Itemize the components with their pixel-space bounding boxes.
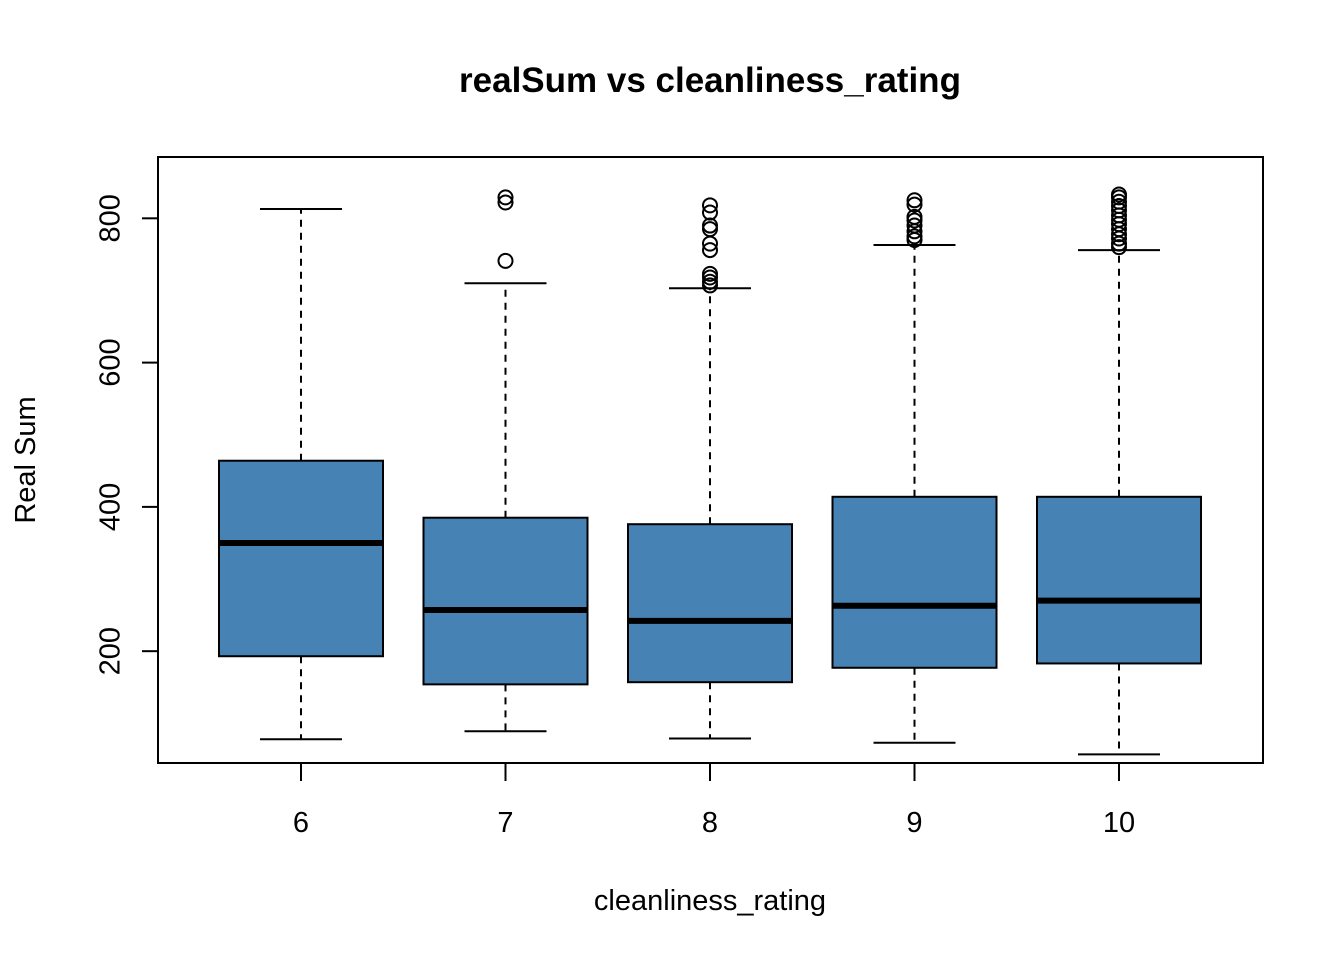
x-tick-label: 7 bbox=[497, 807, 513, 839]
outlier-point bbox=[906, 228, 923, 245]
x-tick-label: 8 bbox=[702, 807, 718, 839]
iqr-box bbox=[218, 459, 384, 658]
y-tick-label: 200 bbox=[95, 627, 127, 675]
chart-title: realSum vs cleanliness_rating bbox=[459, 61, 961, 100]
iqr-box bbox=[1036, 495, 1202, 665]
outlier-point bbox=[702, 217, 718, 234]
outlier-point bbox=[906, 196, 923, 213]
x-tick-label: 10 bbox=[1103, 807, 1135, 839]
x-tick-label: 9 bbox=[906, 807, 922, 839]
x-tick-label: 6 bbox=[293, 807, 309, 839]
box-6 bbox=[218, 207, 384, 741]
x-axis: 6 7 8 9 10 bbox=[293, 763, 1135, 839]
y-axis: 200 400 600 800 bbox=[95, 194, 159, 675]
y-axis-label: Real Sum bbox=[10, 396, 42, 523]
outlier-point bbox=[906, 217, 923, 234]
outlier-point bbox=[702, 273, 718, 290]
outlier-point bbox=[702, 242, 718, 259]
outlier-point bbox=[1111, 198, 1127, 215]
iqr-box bbox=[831, 495, 998, 669]
outlier-point bbox=[906, 208, 923, 225]
outlier-point bbox=[702, 265, 718, 282]
outlier-point bbox=[702, 204, 718, 221]
box-10 bbox=[1036, 186, 1202, 756]
y-tick-label: 400 bbox=[95, 483, 127, 531]
y-tick-label: 600 bbox=[95, 338, 127, 386]
x-axis-label: cleanliness_rating bbox=[594, 885, 826, 917]
box-7 bbox=[422, 189, 589, 733]
outlier-point bbox=[497, 252, 514, 269]
outlier-point bbox=[497, 194, 514, 211]
outlier-point bbox=[1111, 186, 1127, 203]
outlier-point bbox=[1111, 202, 1127, 219]
outlier-point bbox=[702, 197, 718, 214]
y-tick-label: 800 bbox=[95, 194, 127, 242]
outlier-point bbox=[1111, 193, 1127, 210]
boxes-group bbox=[218, 186, 1202, 756]
iqr-box bbox=[627, 523, 793, 684]
iqr-box bbox=[422, 516, 589, 686]
outlier-point bbox=[497, 189, 514, 206]
outlier-point bbox=[906, 192, 923, 209]
box-9 bbox=[831, 192, 998, 744]
box-8 bbox=[627, 197, 793, 740]
